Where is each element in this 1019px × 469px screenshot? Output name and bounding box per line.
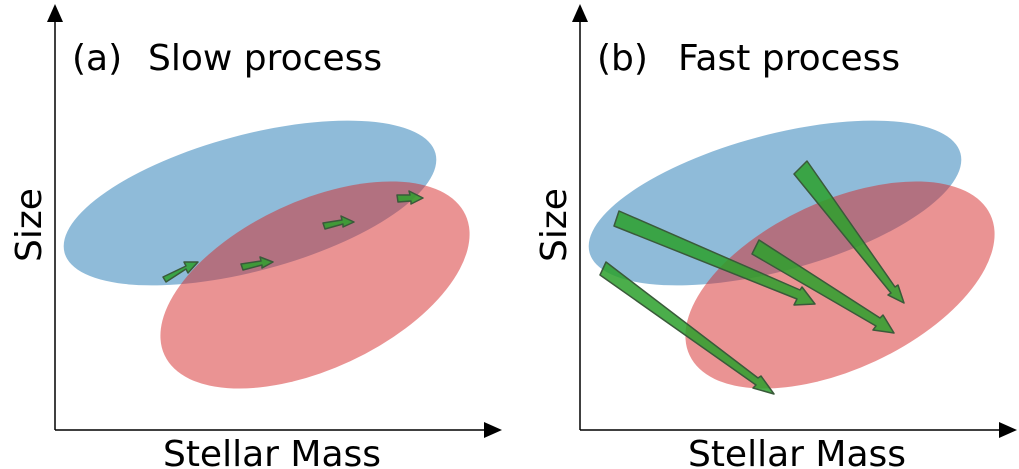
- x-axis-label-b: Stellar Mass: [688, 434, 906, 469]
- y-axis-arrowhead-a: [47, 4, 63, 22]
- panel-b: (b) Fast process Stellar Mass Size: [534, 4, 1017, 469]
- red-region-b: [685, 181, 995, 389]
- arrow-a3: [322, 215, 355, 230]
- arrow-a2: [240, 256, 274, 271]
- arrow-a1: [162, 261, 199, 283]
- axes-b: [579, 20, 1001, 431]
- axes-a: [54, 20, 486, 431]
- x-axis-arrowhead-b: [999, 422, 1017, 438]
- arrow-b3: [751, 239, 895, 334]
- arrow-b1: [613, 210, 816, 306]
- blue-region-a: [63, 120, 437, 286]
- x-axis-label-a: Stellar Mass: [163, 434, 381, 469]
- panel-label-a: (a): [72, 38, 122, 79]
- arrows-b: [599, 160, 905, 395]
- y-axis-label-a: Size: [9, 188, 50, 262]
- arrows-a: [162, 190, 424, 283]
- y-axis-label-b: Size: [534, 188, 575, 262]
- panel-a: (a) Slow process Stellar Mass Size: [9, 4, 502, 469]
- arrow-b4: [793, 160, 905, 304]
- panel-title-a: Slow process: [148, 38, 382, 79]
- panel-title-b: Fast process: [678, 38, 900, 79]
- x-axis-arrowhead-a: [484, 422, 502, 438]
- red-region-a: [160, 181, 470, 389]
- arrow-b2: [599, 261, 775, 395]
- arrow-a4: [396, 190, 424, 205]
- y-axis-arrowhead-b: [572, 4, 588, 22]
- panel-label-b: (b): [597, 38, 648, 79]
